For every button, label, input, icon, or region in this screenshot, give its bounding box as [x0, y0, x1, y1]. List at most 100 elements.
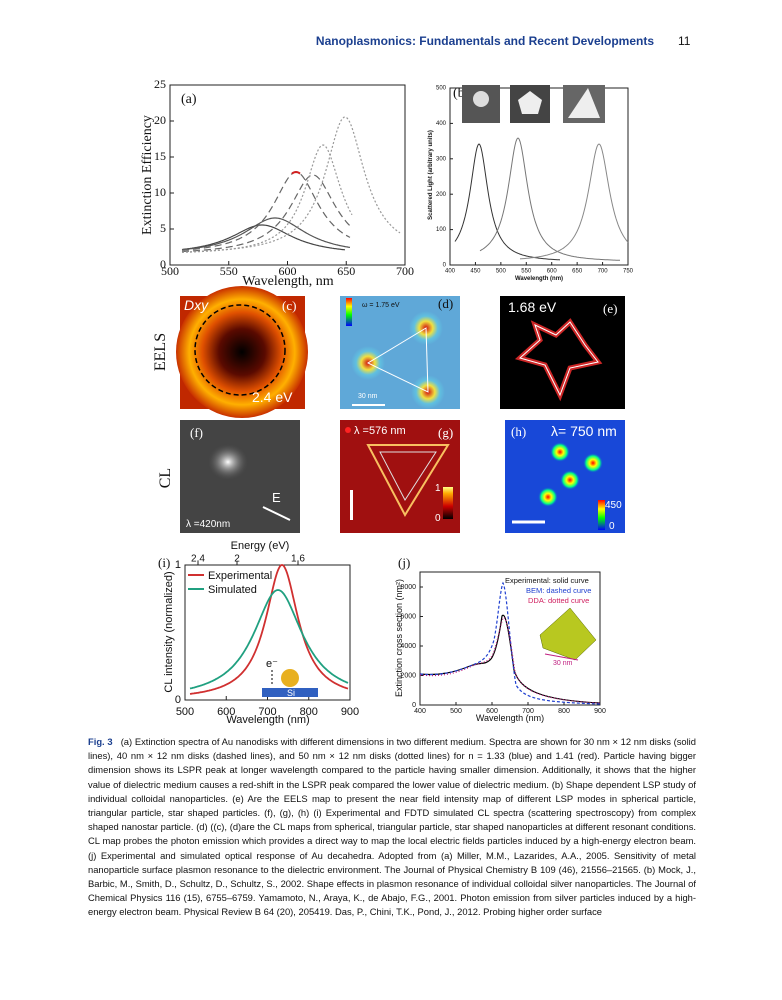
- tick-label: 800: [300, 706, 318, 718]
- tick-label: 2.4: [191, 554, 205, 565]
- particle: [568, 88, 600, 118]
- tick-label: 6000: [400, 613, 416, 620]
- tick-label: 400: [436, 121, 447, 127]
- label: λ= 750 nm: [551, 423, 617, 439]
- tick-label: 600: [547, 269, 558, 275]
- curve: [479, 137, 620, 261]
- tick-label: 700: [396, 264, 414, 278]
- colorbar: [598, 500, 605, 530]
- tick-label: 0: [412, 702, 416, 709]
- scale-bar: [544, 653, 579, 661]
- tick-label: 0: [443, 263, 447, 269]
- tick-label: 2: [234, 554, 240, 565]
- axis-label: Wavelength, nm: [242, 274, 334, 289]
- axis-label: Extinction cross section (nm²): [394, 579, 404, 697]
- caption-text: (a) Extinction spectra of Au nanodisks w…: [88, 736, 696, 918]
- caption-label: Fig. 3: [88, 736, 113, 747]
- triangle: [366, 444, 450, 518]
- tick-label: 10: [154, 185, 166, 199]
- hotspot: [538, 487, 558, 507]
- ring: [194, 304, 286, 396]
- tick-label: 750: [623, 269, 634, 275]
- tick-label: 600: [217, 706, 235, 718]
- outline: [366, 327, 429, 393]
- tick-label: 700: [258, 706, 276, 718]
- particle: [473, 91, 489, 107]
- tick-label: 500: [176, 706, 194, 718]
- axis-label: Extinction Efficiency: [140, 115, 155, 235]
- curve: [419, 617, 601, 704]
- tick-label: 600: [279, 264, 297, 278]
- tick-label: 25: [154, 77, 166, 91]
- particle: [518, 91, 542, 114]
- map: [340, 420, 460, 533]
- tick-label: 100: [436, 227, 447, 233]
- frame: [169, 84, 406, 266]
- tick-label: 0: [175, 694, 181, 706]
- page-number: 11: [678, 34, 691, 48]
- label: Dxy: [184, 297, 209, 313]
- arrow: [262, 506, 291, 521]
- tick-label: 450: [470, 269, 481, 275]
- scale-bar: [350, 490, 353, 520]
- curve: [291, 170, 301, 175]
- tick-label: 700: [598, 269, 609, 275]
- tick-label: 700: [522, 708, 534, 715]
- tick-label: 8000: [400, 584, 416, 591]
- label: (i): [158, 555, 170, 570]
- label: (c): [282, 298, 296, 313]
- tick-label: 20: [154, 113, 166, 127]
- label: 0: [609, 521, 615, 532]
- label: (d): [438, 296, 453, 311]
- label: E: [272, 490, 281, 505]
- tick-label: 300: [436, 156, 447, 162]
- label: (e): [603, 301, 617, 316]
- tick-label: 550: [220, 264, 238, 278]
- star: [518, 321, 599, 397]
- label: λ =576 nm: [354, 425, 406, 437]
- label: 1.68 eV: [508, 299, 557, 315]
- label: (h): [511, 424, 526, 439]
- axis-label: Scattered Light (arbitrary units): [428, 130, 434, 220]
- label: Si: [287, 688, 295, 698]
- running-title: Nanoplasmonics: Fundamentals and Recent …: [315, 34, 654, 48]
- axis-label: Wavelength (nm): [226, 714, 309, 726]
- tick-label: 200: [436, 192, 447, 198]
- curve: [181, 171, 351, 251]
- axis-label: Wavelength (nm): [476, 713, 544, 723]
- label: λ =420nm: [186, 519, 230, 530]
- legend-label: Experimental: [208, 570, 272, 582]
- label: (g): [438, 425, 453, 440]
- label: 1: [435, 483, 441, 494]
- label: (f): [190, 425, 203, 440]
- label: 2.4 eV: [252, 389, 293, 405]
- label: 450: [605, 500, 622, 511]
- legend-label: Simulated: [208, 584, 257, 596]
- tick-label: 0: [160, 257, 166, 271]
- tick-label: 500: [436, 86, 447, 92]
- curve: [519, 143, 629, 260]
- tick-label: 650: [572, 269, 583, 275]
- tick-label: 900: [594, 708, 606, 715]
- label: e⁻: [266, 658, 278, 670]
- substrate: [262, 688, 318, 697]
- label: (j): [398, 555, 410, 570]
- map: [176, 286, 308, 418]
- colorbar: [443, 487, 453, 519]
- tick-label: 5: [160, 221, 166, 235]
- label: 0: [435, 513, 441, 524]
- triangle: [379, 451, 437, 501]
- tick-label: 1: [175, 559, 181, 571]
- tick-label: 600: [486, 708, 498, 715]
- tick-label: 500: [450, 708, 462, 715]
- tick-label: 2000: [400, 672, 416, 679]
- curve: [182, 174, 351, 253]
- tick-label: 400: [445, 269, 456, 275]
- hotspot: [560, 470, 580, 490]
- curve: [454, 143, 561, 261]
- tick-label: 550: [521, 269, 532, 275]
- colorbar: [346, 298, 352, 326]
- tick-label: 500: [496, 269, 507, 275]
